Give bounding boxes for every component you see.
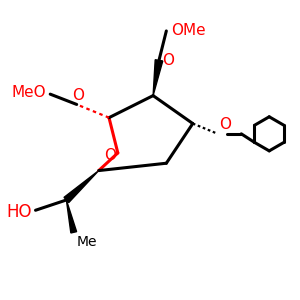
Polygon shape bbox=[64, 171, 99, 203]
Text: O: O bbox=[72, 88, 84, 103]
Text: MeO: MeO bbox=[11, 85, 46, 100]
Polygon shape bbox=[66, 200, 76, 233]
Text: OMe: OMe bbox=[171, 23, 206, 38]
Polygon shape bbox=[153, 60, 163, 96]
Text: O: O bbox=[163, 53, 175, 68]
Text: O: O bbox=[104, 148, 116, 164]
Text: Me: Me bbox=[77, 235, 97, 249]
Text: HO: HO bbox=[7, 203, 32, 221]
Text: O: O bbox=[219, 117, 231, 132]
